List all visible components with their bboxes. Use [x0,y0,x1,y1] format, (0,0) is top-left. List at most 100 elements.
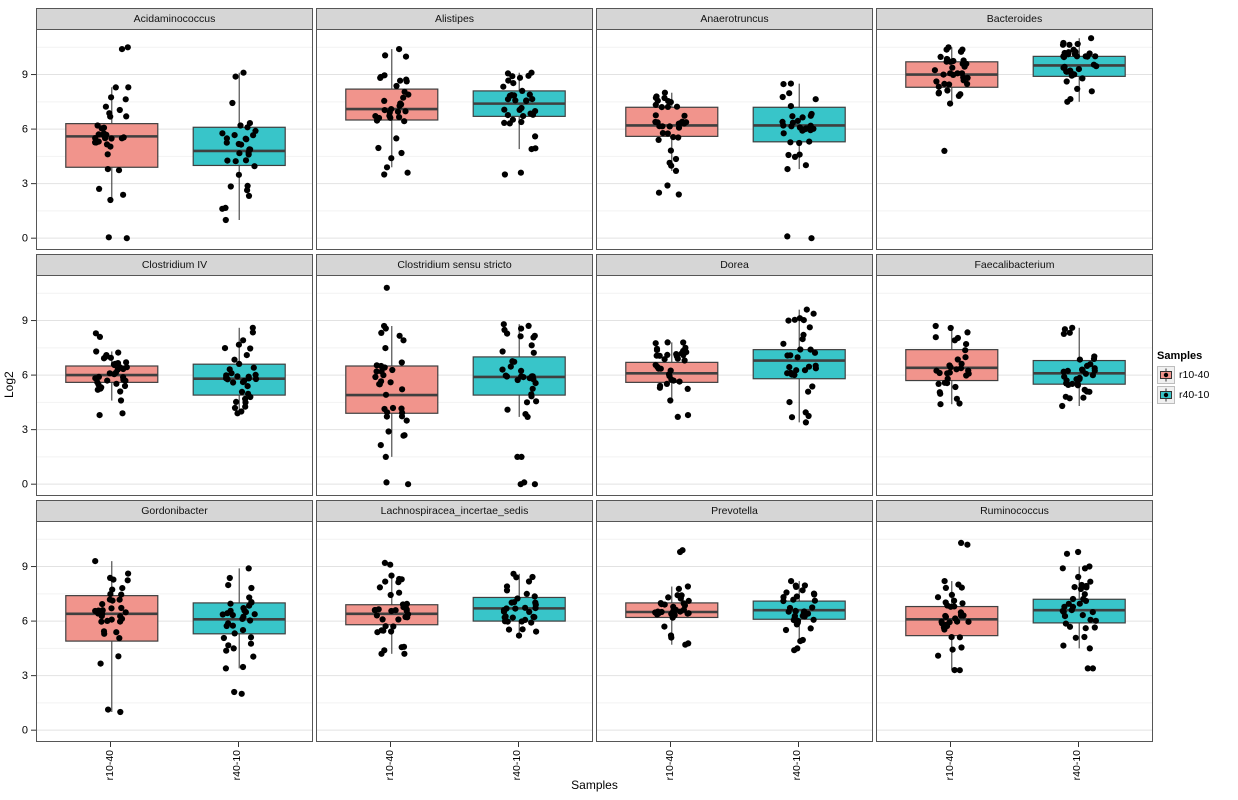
data-point [799,114,806,121]
data-point [1059,402,1066,410]
data-point [796,139,803,147]
box-group-r40-10 [192,565,286,697]
data-point [396,332,403,339]
data-point [963,341,970,348]
data-point [525,72,532,79]
data-point [956,667,963,674]
data-point [381,647,388,654]
data-point [670,377,677,384]
data-point [789,113,796,120]
data-point [125,84,132,91]
data-point [937,390,944,397]
data-point [222,665,229,672]
data-point [400,432,407,439]
data-point [398,149,405,157]
data-point [381,97,388,104]
data-point [949,646,956,653]
data-point [796,151,803,158]
data-point [783,589,790,596]
data-point [1084,665,1091,672]
x-tick-mark [390,742,392,747]
box-group-r40-10 [472,570,566,639]
data-point [246,120,253,127]
data-point [652,340,659,347]
data-point [239,627,247,634]
data-point [117,708,124,716]
data-point [500,608,508,615]
data-point [105,706,112,713]
data-point [100,628,108,635]
data-point [1075,548,1082,556]
boxplot-canvas [36,276,313,496]
data-point [812,96,819,103]
data-point [658,608,665,616]
data-point [232,73,239,80]
data-point [811,349,819,356]
data-point [937,53,944,60]
iqr-box [752,349,846,380]
data-point [785,151,792,159]
data-point [222,216,229,224]
data-point [247,345,254,352]
data-point [525,322,532,329]
data-point [505,626,513,633]
data-point [1087,616,1094,623]
data-point [92,330,99,337]
data-point [225,642,232,649]
data-point [388,607,395,615]
data-point [220,634,227,642]
data-point [1080,394,1087,401]
y-tick-label: 0 [22,725,28,737]
data-point [940,71,947,78]
facet-title: Acidaminococcus [133,13,216,25]
data-point [372,373,379,381]
data-point [953,366,960,373]
data-point [380,627,387,634]
y-tick-label: 9 [22,69,28,81]
data-point [398,405,405,412]
data-point [669,614,676,621]
data-point [529,96,536,103]
data-point [95,373,102,380]
y-tick-label: 9 [22,561,28,573]
data-point [107,574,114,581]
data-point [252,375,260,383]
box-group-r10-40 [625,339,719,420]
data-point [383,284,390,291]
data-point [684,412,692,419]
data-point [953,395,960,402]
data-point [377,74,384,81]
data-point [1089,609,1096,616]
data-point [809,383,816,390]
data-point [944,380,951,387]
data-point [941,80,948,87]
data-point [502,372,509,379]
data-point [1068,72,1075,79]
data-point [404,614,411,621]
data-point [954,70,961,77]
data-point [92,558,99,565]
data-point [403,417,410,424]
data-point [227,183,234,190]
data-point [802,409,809,416]
data-point [523,399,531,406]
facet-strip: Anaerotruncus [596,8,873,30]
data-point [800,317,807,324]
data-point [674,413,681,420]
data-point [664,351,671,358]
box-group-r40-10 [752,578,846,654]
data-point [230,645,237,652]
data-point [405,481,412,488]
x-tick-mark [237,742,239,747]
data-point [402,108,409,115]
data-point [93,139,100,146]
data-point [525,578,533,585]
facet-panel-Clostridium IV: Clostridium IV [36,254,313,496]
data-point [517,169,524,176]
data-point [389,366,396,374]
data-point [229,622,236,629]
data-point [1086,50,1093,57]
data-point [958,539,965,546]
data-point [788,414,796,421]
data-point [504,406,511,413]
